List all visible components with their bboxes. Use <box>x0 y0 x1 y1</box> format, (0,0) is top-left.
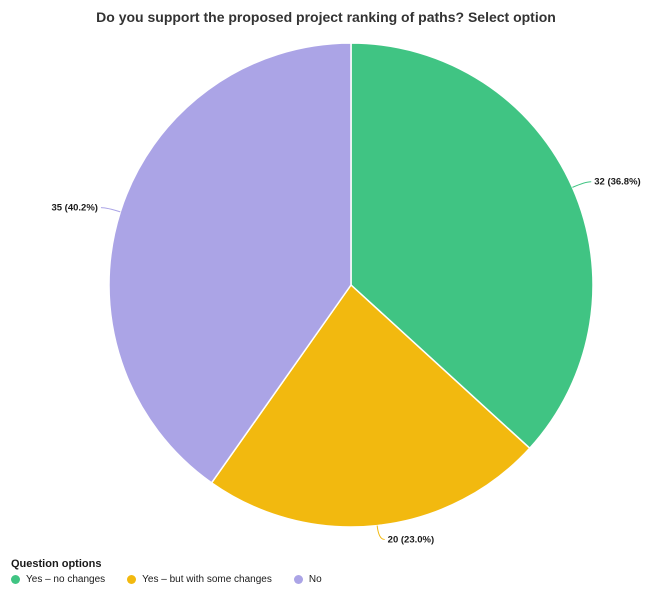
legend-items: Yes – no changes Yes – but with some chan… <box>11 574 344 585</box>
legend-label: Yes – but with some changes <box>142 574 272 585</box>
data-label: 32 (36.8%) <box>594 177 640 188</box>
data-label: 35 (40.2%) <box>51 203 97 214</box>
leader-line <box>100 207 121 213</box>
legend-swatch <box>11 575 20 584</box>
legend-swatch <box>127 575 137 584</box>
pie-slice <box>210 283 531 528</box>
chart-title: Do you support the proposed project rank… <box>96 9 556 25</box>
data-labels: 32 (36.8%) 20 (23.0%) 35 (40.2%) <box>51 177 640 546</box>
pie-slices <box>108 42 594 528</box>
leader-lines <box>100 181 592 540</box>
data-label: 20 (23.0%) <box>388 535 434 546</box>
legend-label: Yes – no changes <box>26 574 106 585</box>
leader-line <box>572 181 592 188</box>
legend-item: Yes – no changes <box>11 574 105 585</box>
legend-swatch <box>293 575 303 584</box>
legend: Question options Yes – no changes Yes – b… <box>11 558 344 585</box>
leader-line <box>376 525 385 540</box>
legend-item: No <box>293 574 322 585</box>
legend-title: Question options <box>11 558 102 570</box>
legend-label: No <box>308 574 322 585</box>
legend-item: Yes – but with some changes <box>127 574 272 585</box>
